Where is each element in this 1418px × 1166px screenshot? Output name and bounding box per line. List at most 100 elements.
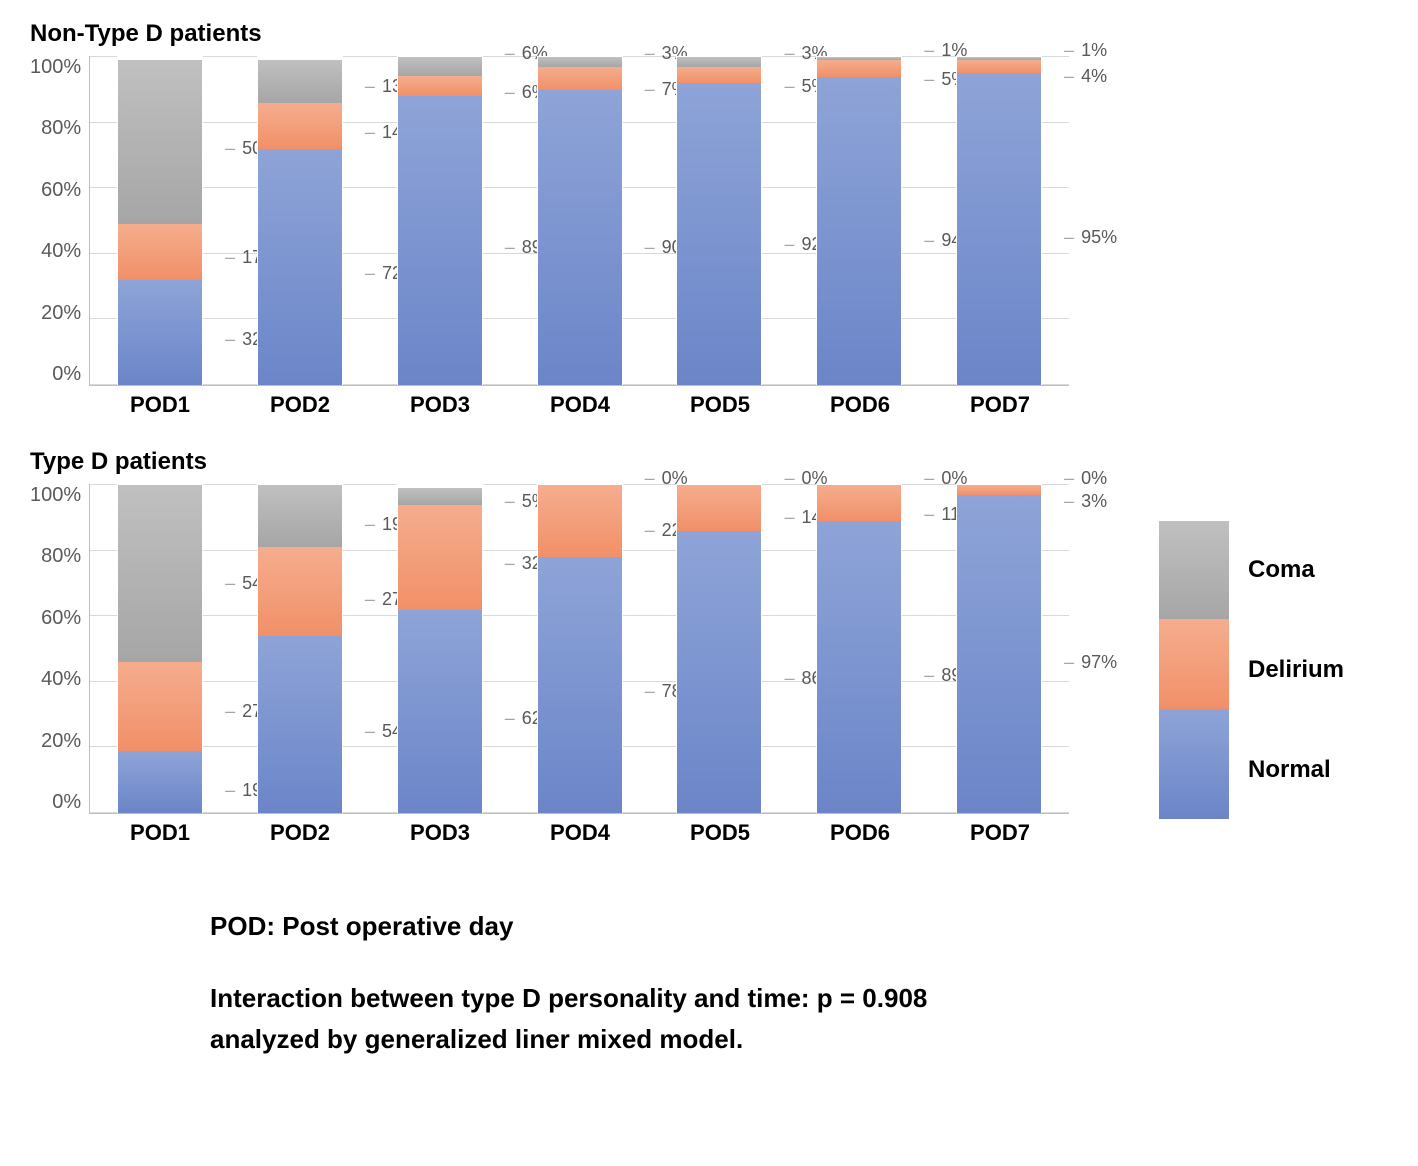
segment-normal bbox=[258, 149, 342, 385]
leader-dash: – bbox=[1064, 227, 1079, 247]
data-label-text: 97% bbox=[1081, 652, 1117, 672]
segment-coma bbox=[118, 485, 202, 662]
bar-stack bbox=[537, 484, 623, 813]
data-label-normal: – 97% bbox=[1064, 652, 1117, 673]
bar-stack bbox=[816, 484, 902, 813]
segment-coma bbox=[398, 488, 482, 504]
bar-stack bbox=[257, 56, 343, 385]
segment-delirium bbox=[118, 224, 202, 280]
segment-normal bbox=[817, 521, 901, 813]
segment-delirium bbox=[957, 485, 1041, 495]
segment-normal bbox=[538, 90, 622, 385]
bar-column: – 1%– 4%– 95% bbox=[934, 56, 1064, 385]
bars-row: – 54%– 27%– 19%– 19%– 27%– 54%– 5%– 32%–… bbox=[90, 484, 1069, 813]
segment-coma bbox=[118, 60, 202, 224]
segment-delirium bbox=[398, 76, 482, 95]
data-labels: – 1%– 4%– 95% bbox=[1064, 56, 1124, 385]
segment-delirium bbox=[677, 67, 761, 83]
segment-normal bbox=[118, 751, 202, 813]
bar-stack bbox=[537, 56, 623, 385]
bar-stack bbox=[676, 484, 762, 813]
data-label-text: 4% bbox=[1081, 66, 1107, 86]
data-label-normal: – 95% bbox=[1064, 227, 1117, 248]
segment-normal bbox=[817, 77, 901, 385]
segment-delirium bbox=[398, 505, 482, 610]
bars-row: – 50%– 17%– 32%– 13%– 14%– 72%– 6%– 6%– … bbox=[90, 56, 1069, 385]
bar-column: – 0%– 22%– 78% bbox=[515, 484, 645, 813]
legend-labels: Coma Delirium Normal bbox=[1248, 520, 1344, 820]
data-labels: – 0%– 3%– 97% bbox=[1064, 484, 1124, 813]
x-tick: POD7 bbox=[935, 392, 1065, 418]
bar-stack bbox=[816, 56, 902, 385]
segment-normal bbox=[398, 610, 482, 813]
y-tick: 20% bbox=[41, 730, 81, 753]
chart-title: Non-Type D patients bbox=[30, 20, 1388, 48]
y-tick: 40% bbox=[41, 668, 81, 691]
segment-coma bbox=[258, 60, 342, 103]
segment-coma bbox=[677, 57, 761, 67]
data-label-coma: – 0% bbox=[1064, 468, 1107, 489]
bar-stack bbox=[397, 56, 483, 385]
leader-dash: – bbox=[1064, 468, 1079, 488]
y-axis: 100%80%60%40%20%0% bbox=[30, 484, 89, 814]
leader-dash: – bbox=[1064, 66, 1079, 86]
segment-normal bbox=[258, 636, 342, 813]
bar-stack bbox=[257, 484, 343, 813]
segment-normal bbox=[677, 83, 761, 385]
leader-dash: – bbox=[1064, 652, 1079, 672]
data-label-delirium: – 4% bbox=[1064, 66, 1107, 87]
y-tick: 60% bbox=[41, 179, 81, 202]
x-axis: POD1POD2POD3POD4POD5POD6POD7 bbox=[90, 820, 1070, 846]
x-tick: POD3 bbox=[375, 820, 505, 846]
legend-swatch-coma bbox=[1159, 521, 1229, 619]
segment-normal bbox=[538, 557, 622, 813]
caption-line-2b: analyzed by generalized liner mixed mode… bbox=[210, 1019, 1388, 1061]
bar-column: – 5%– 32%– 62% bbox=[375, 484, 505, 813]
bar-column: – 54%– 27%– 19% bbox=[95, 484, 225, 813]
legend-label-coma: Coma bbox=[1248, 556, 1344, 584]
x-tick: POD4 bbox=[515, 392, 645, 418]
leader-dash: – bbox=[1064, 40, 1079, 60]
x-tick: POD6 bbox=[795, 820, 925, 846]
y-tick: 0% bbox=[52, 791, 81, 814]
legend-swatch bbox=[1158, 520, 1230, 820]
chart-0: Non-Type D patients100%80%60%40%20%0%– 5… bbox=[30, 20, 1388, 418]
legend-label-normal: Normal bbox=[1248, 756, 1344, 784]
segment-coma bbox=[538, 57, 622, 67]
bar-stack bbox=[117, 56, 203, 385]
caption-line-1: POD: Post operative day bbox=[210, 906, 1388, 948]
bar-column: – 3%– 5%– 92% bbox=[654, 56, 784, 385]
data-label-text: 3% bbox=[1081, 491, 1107, 511]
data-label-text: 1% bbox=[1081, 40, 1107, 60]
segment-delirium bbox=[118, 662, 202, 751]
segment-delirium bbox=[258, 547, 342, 636]
segment-delirium bbox=[817, 60, 901, 76]
x-tick: POD7 bbox=[935, 820, 1065, 846]
plot-area: – 50%– 17%– 32%– 13%– 14%– 72%– 6%– 6%– … bbox=[89, 56, 1069, 386]
segment-delirium bbox=[677, 485, 761, 531]
y-tick: 80% bbox=[41, 545, 81, 568]
x-tick: POD5 bbox=[655, 820, 785, 846]
bar-column: – 0%– 14%– 86% bbox=[654, 484, 784, 813]
segment-delirium bbox=[817, 485, 901, 521]
y-tick: 0% bbox=[52, 363, 81, 386]
bar-stack bbox=[956, 484, 1042, 813]
segment-delirium bbox=[957, 60, 1041, 73]
bar-stack bbox=[397, 484, 483, 813]
bar-column: – 1%– 5%– 94% bbox=[794, 56, 924, 385]
x-tick: POD1 bbox=[95, 820, 225, 846]
data-label-text: 95% bbox=[1081, 227, 1117, 247]
legend-swatch-delirium bbox=[1159, 619, 1229, 708]
x-tick: POD2 bbox=[235, 820, 365, 846]
chart-wrap: 100%80%60%40%20%0%– 50%– 17%– 32%– 13%– … bbox=[30, 56, 1388, 386]
segment-coma bbox=[398, 57, 482, 76]
caption-line-2a: Interaction between type D personality a… bbox=[210, 978, 1388, 1020]
y-tick: 20% bbox=[41, 302, 81, 325]
legend: Coma Delirium Normal bbox=[1158, 520, 1358, 820]
legend-label-delirium: Delirium bbox=[1248, 656, 1344, 684]
bar-column: – 3%– 7%– 90% bbox=[515, 56, 645, 385]
x-tick: POD2 bbox=[235, 392, 365, 418]
data-label-text: 0% bbox=[1081, 468, 1107, 488]
y-tick: 40% bbox=[41, 240, 81, 263]
chart-title: Type D patients bbox=[30, 448, 1388, 476]
